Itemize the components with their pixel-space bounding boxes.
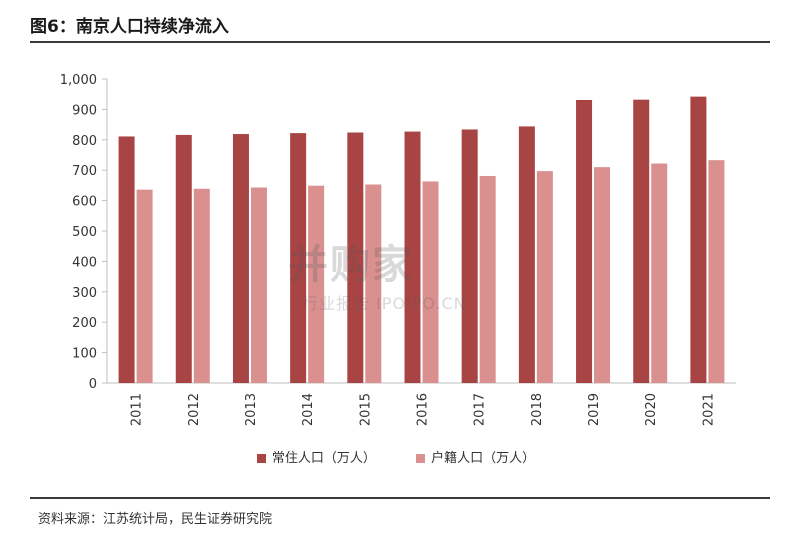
- bar-series2: [136, 189, 153, 383]
- x-tick-label: 2017: [473, 393, 488, 426]
- x-tick-label: 2011: [130, 393, 145, 426]
- watermark-main: 并购家: [288, 242, 414, 288]
- chart-title: 图6：南京人口持续净流入: [30, 17, 229, 37]
- bar-series1: [690, 96, 707, 383]
- bar-series1: [290, 133, 307, 383]
- source-note: 资料来源：江苏统计局，民生证券研究院: [38, 512, 273, 527]
- bar-series2: [193, 188, 210, 383]
- legend-item-series1: 常住人口（万人）: [256, 447, 376, 466]
- x-tick-label: 2018: [530, 393, 545, 426]
- x-tick-label: 2016: [416, 393, 431, 426]
- legend-label-series1: 常住人口（万人）: [271, 451, 376, 466]
- y-tick-label: 200: [72, 316, 97, 331]
- bar-series2: [250, 187, 267, 383]
- y-tick-label: 100: [72, 347, 97, 362]
- y-tick-label: 400: [72, 255, 97, 270]
- legend-label-series2: 户籍人口（万人）: [431, 451, 536, 466]
- x-tick-label: 2020: [644, 393, 659, 426]
- x-tick-label: 2019: [587, 393, 602, 426]
- bar-series2: [308, 185, 325, 383]
- y-tick-label: 0: [89, 377, 97, 392]
- y-tick-label: 700: [72, 164, 97, 179]
- title-divider: [30, 41, 770, 43]
- x-tick-label: 2012: [187, 393, 202, 426]
- bar-series2: [422, 181, 439, 383]
- x-tick-label: 2015: [358, 393, 373, 426]
- bar-series1: [404, 131, 421, 383]
- watermark: 并购家 行业报告 IPOIPO.CN: [288, 232, 467, 314]
- bar-series1: [118, 136, 135, 383]
- bar-series1: [518, 126, 535, 383]
- x-tick-label: 2014: [301, 393, 316, 426]
- bar-series2: [365, 184, 382, 383]
- bar-series1: [175, 134, 192, 383]
- y-tick-label: 300: [72, 286, 97, 301]
- bar-series2: [536, 171, 553, 383]
- legend: 常住人口（万人） 户籍人口（万人）: [0, 447, 792, 466]
- watermark-sub: 行业报告 IPOIPO.CN: [302, 294, 467, 313]
- legend-item-series2: 户籍人口（万人）: [416, 447, 535, 466]
- y-tick-label: 900: [72, 103, 97, 118]
- bar-series1: [232, 134, 249, 383]
- bar-series2: [479, 175, 496, 383]
- y-tick-label: 1,000: [60, 73, 97, 88]
- bar-series2: [651, 163, 668, 383]
- y-tick-label: 500: [72, 225, 97, 240]
- legend-swatch-series1: [256, 454, 266, 463]
- y-tick-label: 600: [72, 195, 97, 210]
- bar-series2: [708, 160, 725, 383]
- bar-series1: [633, 99, 650, 383]
- bar-series2: [594, 167, 611, 383]
- bar-chart: 0 100 200 300 400 500 600 700 800 900 1,000 2011 201…: [60, 73, 736, 426]
- footer-divider: [30, 497, 770, 499]
- bar-series1: [461, 129, 478, 383]
- legend-swatch-series2: [416, 454, 426, 463]
- x-tick-label: 2021: [701, 393, 716, 426]
- bar-series1: [347, 132, 364, 383]
- y-tick-label: 800: [72, 134, 97, 149]
- bar-series1: [576, 99, 593, 383]
- x-tick-label: 2013: [244, 393, 259, 426]
